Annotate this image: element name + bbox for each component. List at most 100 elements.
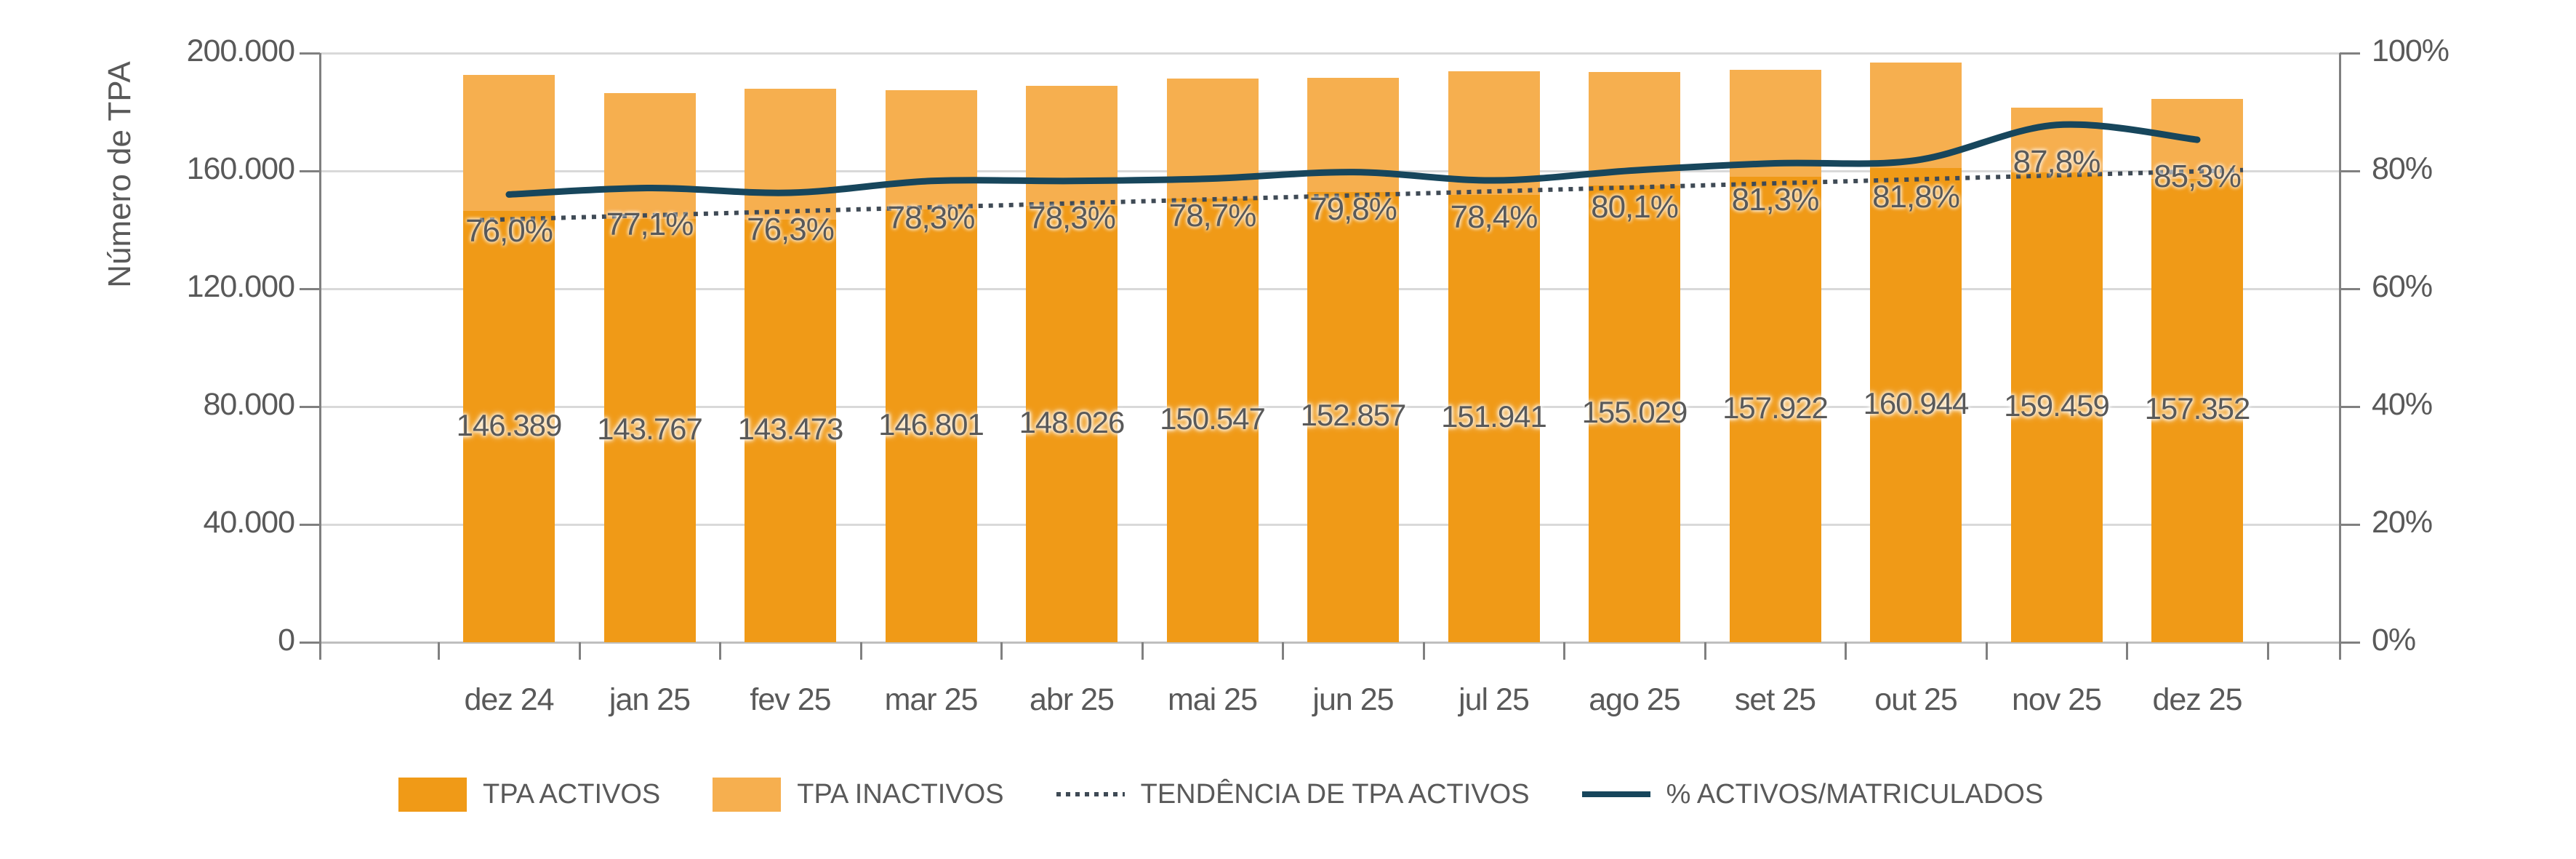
pct-label: 77,1%: [606, 207, 694, 243]
x-axis-tick: [1282, 642, 1285, 660]
x-tick-label: set 25: [1734, 682, 1816, 717]
x-axis-tick: [438, 642, 441, 660]
y-axis-tick-right: [2340, 642, 2360, 644]
x-tick-label: mai 25: [1167, 682, 1258, 717]
pct-label: 78,4%: [1450, 199, 1538, 235]
y-axis-tick-left: [300, 288, 320, 290]
bar-value-label: 157.352: [2144, 391, 2251, 426]
legend-swatch: [398, 777, 467, 812]
bar-inactivos: [1729, 70, 1821, 177]
pct-label: 81,3%: [1731, 182, 1820, 218]
x-tick-label: dez 25: [2152, 682, 2242, 717]
y-tick-label-right: 0%: [2372, 623, 2416, 658]
y-axis-tick-right: [2340, 52, 2360, 55]
legend-label: TPA INACTIVOS: [797, 778, 1004, 810]
x-axis-tick: [1704, 642, 1706, 660]
legend-swatch: [713, 777, 782, 812]
x-axis-tick: [719, 642, 722, 660]
chart-legend: TPA ACTIVOS TPA INACTIVOS TENDÊNCIA DE TPA…: [398, 775, 2043, 813]
x-axis-tick: [2126, 642, 2129, 660]
bar-inactivos: [1307, 78, 1399, 192]
bar-value-label: 157.922: [1722, 391, 1829, 425]
y-axis-tick-left: [300, 170, 320, 172]
pct-label: 87,8%: [2013, 143, 2101, 180]
y-tick-label-left: 120.000: [186, 269, 295, 304]
legend-item: TPA ACTIVOS: [398, 777, 661, 812]
bar-activos: [885, 209, 977, 642]
bar-value-label: 146.801: [878, 407, 984, 442]
y-tick-label-right: 40%: [2372, 387, 2433, 422]
bar-value-label: 143.767: [597, 411, 703, 446]
legend-item: % ACTIVOS/MATRICULADOS: [1581, 778, 2044, 810]
bar-activos: [463, 211, 555, 642]
y-axis-tick-left: [300, 52, 320, 55]
y-axis-tick-right: [2340, 170, 2360, 172]
legend-label: TPA ACTIVOS: [483, 778, 661, 810]
bar-value-label: 148.026: [1019, 405, 1126, 440]
bar-activos: [1448, 194, 1540, 642]
x-tick-label: jun 25: [1312, 682, 1394, 717]
pct-label: 76,3%: [747, 211, 835, 247]
pct-label: 85,3%: [2154, 159, 2242, 195]
y-tick-label-left: 80.000: [203, 387, 295, 422]
bar-inactivos: [603, 92, 696, 219]
y-axis-line-left: [319, 53, 321, 660]
x-axis-tick: [859, 642, 862, 660]
y-tick-label-left: 0: [278, 623, 295, 658]
bar-activos: [2010, 172, 2103, 642]
bar-inactivos: [1448, 71, 1540, 195]
x-axis-tick: [1845, 642, 1847, 660]
y-tick-label-right: 60%: [2372, 269, 2433, 304]
y-tick-label-left: 160.000: [186, 151, 295, 186]
y-axis-tick-right: [2340, 406, 2360, 408]
y-axis-tick-left: [300, 642, 320, 644]
y-axis-tick-left: [300, 406, 320, 408]
legend-dotted-line-sample: [1056, 792, 1125, 796]
x-tick-label: jan 25: [609, 682, 691, 717]
bar-activos: [1307, 191, 1399, 642]
bar-inactivos: [885, 89, 977, 210]
x-tick-label: dez 24: [464, 682, 554, 717]
bar-activos: [1729, 177, 1821, 642]
x-axis-tick: [1985, 642, 1988, 660]
legend-label: % ACTIVOS/MATRICULADOS: [1666, 778, 2044, 810]
x-axis-tick: [1422, 642, 1425, 660]
bar-activos: [1870, 168, 1962, 642]
x-axis-tick: [1000, 642, 1003, 660]
x-tick-label: mar 25: [884, 682, 979, 717]
pct-label: 78,7%: [1168, 197, 1257, 233]
y-axis-line-right: [2339, 53, 2341, 660]
bar-value-label: 151.941: [1441, 399, 1547, 434]
x-axis-tick: [2266, 642, 2269, 660]
y-tick-label-right: 20%: [2372, 505, 2433, 540]
pct-label: 78,3%: [887, 199, 976, 236]
pct-label: 78,3%: [1028, 199, 1116, 236]
bar-value-label: 150.547: [1160, 401, 1266, 436]
legend-item: TENDÊNCIA DE TPA ACTIVOS: [1056, 779, 1530, 810]
x-axis-tick: [1141, 642, 1144, 660]
legend-label: TENDÊNCIA DE TPA ACTIVOS: [1140, 778, 1530, 810]
y-axis-tick-left: [300, 524, 320, 526]
y-tick-label-left: 40.000: [203, 505, 295, 540]
bar-inactivos: [1589, 72, 1680, 186]
bar-value-label: 159.459: [2004, 388, 2110, 423]
x-axis-tick: [578, 642, 581, 660]
x-tick-label: fev 25: [750, 682, 831, 717]
x-axis-tick: [1563, 642, 1566, 660]
bar-activos: [603, 218, 696, 642]
bar-activos: [2151, 178, 2243, 642]
bar-activos: [1589, 185, 1680, 642]
y-tick-label-right: 100%: [2372, 33, 2449, 68]
pct-label: 79,8%: [1309, 191, 1397, 227]
bar-inactivos: [1870, 62, 1962, 169]
bar-activos: [1026, 206, 1118, 642]
x-tick-label: abr 25: [1030, 682, 1115, 717]
bar-inactivos: [1166, 79, 1259, 199]
bar-value-label: 143.473: [737, 412, 844, 447]
pct-label: 80,1%: [1591, 189, 1679, 225]
y-axis-tick-right: [2340, 288, 2360, 290]
bar-activos: [745, 219, 836, 642]
bar-value-label: 152.857: [1300, 398, 1407, 433]
legend-line-sample: [1581, 791, 1650, 797]
